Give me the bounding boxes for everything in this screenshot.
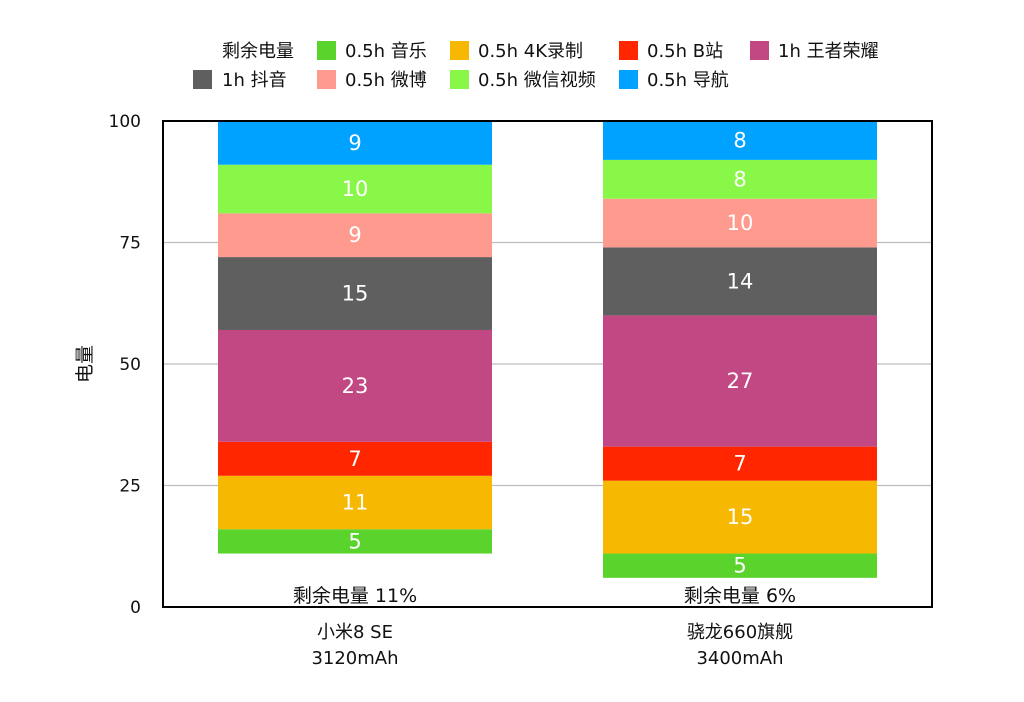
bar-segment <box>218 257 492 330</box>
data-label: 11 <box>342 491 369 515</box>
bar-segment <box>218 121 492 165</box>
data-label: 23 <box>342 374 369 398</box>
y-tick-label: 50 <box>119 355 141 375</box>
legend-label: 0.5h 微信视频 <box>478 70 596 91</box>
bar-segment <box>603 315 877 447</box>
data-label: 5 <box>348 529 361 553</box>
bar-segment <box>603 198 877 248</box>
y-tick-label: 0 <box>130 598 141 618</box>
data-label: 15 <box>727 505 754 529</box>
legend: 剩余电量 0.5h 音乐 0.5h 4K录制 0.5h B站 1h 王者荣耀 1h 抖音 0… <box>193 41 879 91</box>
legend-swatch <box>619 41 638 60</box>
y-tick-label: 75 <box>119 234 141 254</box>
data-label: 10 <box>342 177 369 201</box>
remaining-label: 剩余电量 11% <box>293 585 417 607</box>
x-tick-sublabel: 3400mAh <box>696 648 783 669</box>
legend-label: 1h 抖音 <box>222 70 287 91</box>
legend-swatch <box>317 70 336 89</box>
data-label: 27 <box>727 369 754 393</box>
bar-segment <box>218 475 492 530</box>
legend-label: 0.5h B站 <box>647 41 723 62</box>
legend-swatch <box>193 70 212 89</box>
bar-segment <box>218 441 492 476</box>
bar-segment <box>218 213 492 258</box>
data-label: 8 <box>733 128 746 152</box>
bar-segment <box>218 529 492 554</box>
data-label: 7 <box>348 447 361 471</box>
legend-swatch <box>619 70 638 89</box>
x-tick-sublabel: 3120mAh <box>311 648 398 669</box>
legend-swatch <box>450 41 469 60</box>
remaining-label: 剩余电量 6% <box>684 585 796 607</box>
legend-swatch <box>750 41 769 60</box>
plot-area: 5 11 7 23 15 9 10 9 剩余电量 11% 5 15 7 27 14 10 8 8 剩余电量 6% <box>163 121 932 607</box>
bar-segment <box>603 121 877 160</box>
y-axis-label: 电量 <box>74 345 96 383</box>
bar-segment <box>603 480 877 554</box>
data-label: 15 <box>342 282 369 306</box>
legend-swatch <box>317 41 336 60</box>
y-tick-label: 25 <box>119 477 141 497</box>
bar-segment <box>218 553 492 607</box>
data-label: 8 <box>733 167 746 191</box>
bar-segment <box>218 329 492 442</box>
legend-label: 0.5h 音乐 <box>345 41 427 62</box>
legend-label: 剩余电量 <box>222 41 294 62</box>
data-label: 5 <box>733 554 746 578</box>
bar-segment <box>218 164 492 214</box>
plot-frame <box>162 120 933 608</box>
data-label: 14 <box>727 269 754 293</box>
legend-swatch <box>450 70 469 89</box>
bar-segment <box>603 446 877 481</box>
bar-segment <box>603 553 877 578</box>
y-tick-label: 100 <box>109 112 141 132</box>
x-tick-label: 骁龙660旗舰 <box>687 622 793 643</box>
legend-label: 0.5h 4K录制 <box>478 41 583 62</box>
data-label: 9 <box>348 223 361 247</box>
x-tick-label: 小米8 SE <box>317 622 393 643</box>
data-label: 9 <box>348 131 361 155</box>
bar-segment <box>603 577 877 607</box>
legend-label: 0.5h 微博 <box>345 70 427 91</box>
legend-label: 0.5h 导航 <box>647 70 729 91</box>
bar-segment <box>603 159 877 199</box>
bar-segment <box>603 247 877 316</box>
legend-label: 1h 王者荣耀 <box>778 41 879 62</box>
data-label: 7 <box>733 452 746 476</box>
data-label: 10 <box>727 211 754 235</box>
